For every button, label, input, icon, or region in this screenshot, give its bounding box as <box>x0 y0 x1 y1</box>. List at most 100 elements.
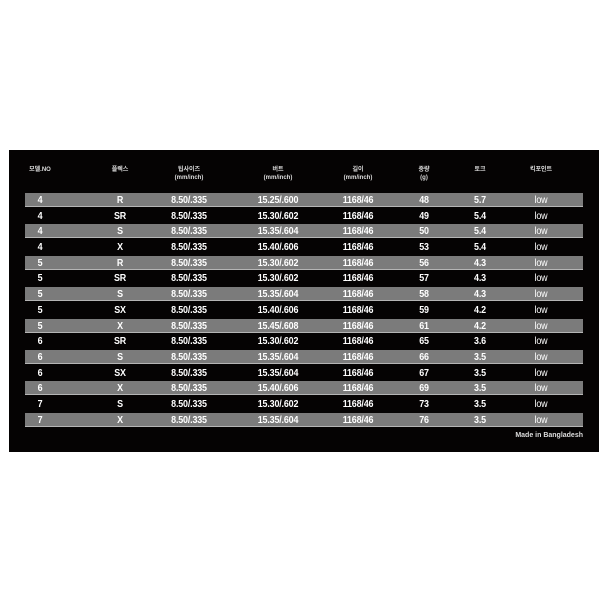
table-cell: 61 <box>419 319 429 332</box>
table-cell: 6 <box>37 335 43 348</box>
table-cell: 7 <box>37 397 43 410</box>
table-cell: 8.50/.335 <box>171 209 207 222</box>
table-row: 4 X 8.50/.335 15.40/.606 1168/46 53 5.4 low <box>25 240 583 254</box>
table-cell: low <box>534 397 548 410</box>
table-cell: 15.45/.608 <box>257 319 299 332</box>
table-cell: 4.3 <box>474 288 486 301</box>
spec-table-panel: 모델.NO 플렉스 팁사이즈 (mm/inch) 버트 (mm/inch) 길이 (mm… <box>9 150 599 452</box>
table-cell: 4 <box>37 241 43 254</box>
table-cell: low <box>534 194 548 206</box>
table-cell: 8.50/.335 <box>171 288 207 301</box>
table-cell: SR <box>113 272 127 285</box>
column-header: 모델.NO <box>29 167 51 173</box>
table-cell: 69 <box>419 382 429 395</box>
table-row: 5 S 8.50/.335 15.35/.604 1168/46 58 4.3 low <box>25 287 583 302</box>
table-cell: 1168/46 <box>342 350 374 363</box>
table-cell: X <box>117 241 123 254</box>
table-row: 6 SR 8.50/.335 15.30/.602 1168/46 65 3.6 low <box>25 334 583 348</box>
table-cell: 8.50/.335 <box>171 319 207 332</box>
table-cell: 8.50/.335 <box>171 194 207 206</box>
table-cell: 5.4 <box>474 241 486 254</box>
table-cell: 5 <box>37 256 43 269</box>
table-cell: 15.30/.602 <box>257 256 299 269</box>
column-header: 팁사이즈 (mm/inch) <box>174 167 204 181</box>
table-cell: 5 <box>37 319 43 332</box>
column-header: 버트 (mm/inch) <box>263 167 293 181</box>
table-cell: 53 <box>419 241 429 254</box>
table-cell: 4.2 <box>474 303 486 316</box>
table-cell: low <box>534 303 548 316</box>
table-cell: 15.35/.604 <box>257 288 299 301</box>
table-cell: 8.50/.335 <box>171 350 207 363</box>
table-cell: 8.50/.335 <box>171 225 207 238</box>
table-cell: 15.35/.604 <box>257 366 299 379</box>
table-row: 4 R 8.50/.335 15.25/.600 1168/46 48 5.7 low <box>25 193 583 207</box>
table-cell: X <box>117 319 123 332</box>
table-cell: low <box>534 382 548 395</box>
table-cell: SX <box>114 303 126 316</box>
table-cell: 3.5 <box>474 413 486 426</box>
table-cell: 15.35/.604 <box>257 225 299 238</box>
table-cell: low <box>534 272 548 285</box>
table-cell: 1168/46 <box>342 335 374 348</box>
table-row: 5 X 8.50/.335 15.45/.608 1168/46 61 4.2 low <box>25 318 583 333</box>
table-row: 7 S 8.50/.335 15.30/.602 1168/46 73 3.5 low <box>25 397 583 411</box>
table-cell: low <box>534 366 548 379</box>
table-cell: SX <box>114 366 126 379</box>
table-row: 5 SR 8.50/.335 15.30/.602 1168/46 57 4.3 low <box>25 271 583 285</box>
table-cell: low <box>534 241 548 254</box>
table-row: 7 X 8.50/.335 15.35/.604 1168/46 76 3.5 low <box>25 412 583 427</box>
table-cell: 76 <box>419 413 429 426</box>
table-cell: 4.3 <box>474 272 486 285</box>
table-cell: low <box>534 288 548 301</box>
table-cell: 1168/46 <box>342 209 374 222</box>
table-cell: SR <box>113 335 127 348</box>
table-cell: 4 <box>37 209 43 222</box>
table-cell: 5 <box>37 272 43 285</box>
table-cell: 4.2 <box>474 319 486 332</box>
table-row: 4 S 8.50/.335 15.35/.604 1168/46 50 5.4 low <box>25 224 583 239</box>
table-cell: S <box>117 397 123 410</box>
table-cell: S <box>117 288 123 301</box>
table-cell: 8.50/.335 <box>171 272 207 285</box>
table-cell: 59 <box>419 303 429 316</box>
table-cell: 48 <box>419 194 429 206</box>
table-row: 4 SR 8.50/.335 15.30/.602 1168/46 49 5.4 low <box>25 209 583 223</box>
table-cell: 49 <box>419 209 429 222</box>
table-cell: 5.7 <box>474 194 486 206</box>
table-cell: 1168/46 <box>342 194 374 206</box>
table-cell: 15.30/.602 <box>257 335 299 348</box>
table-row: 6 SX 8.50/.335 15.35/.604 1168/46 67 3.5 low <box>25 366 583 380</box>
column-header: 길이 (mm/inch) <box>343 167 373 181</box>
table-cell: R <box>116 194 124 206</box>
table-cell: 8.50/.335 <box>171 397 207 410</box>
table-cell: 8.50/.335 <box>171 413 207 426</box>
table-cell: S <box>117 350 123 363</box>
table-cell: 1168/46 <box>342 382 374 395</box>
table-cell: 4 <box>37 225 43 238</box>
table-cell: 1168/46 <box>342 225 374 238</box>
table-cell: 6 <box>37 382 43 395</box>
table-row: 5 SX 8.50/.335 15.40/.606 1168/46 59 4.2 low <box>25 303 583 317</box>
column-header: 중량 (g) <box>418 167 430 181</box>
table-cell: 4 <box>37 194 43 206</box>
table-cell: low <box>534 319 548 332</box>
table-cell: 15.30/.602 <box>257 209 299 222</box>
table-cell: 5 <box>37 303 43 316</box>
table-cell: 1168/46 <box>342 319 374 332</box>
table-cell: 8.50/.335 <box>171 366 207 379</box>
table-cell: 5.4 <box>474 225 486 238</box>
table-cell: 6 <box>37 350 43 363</box>
table-cell: 8.50/.335 <box>171 256 207 269</box>
table-cell: 3.5 <box>474 382 486 395</box>
table-cell: 3.6 <box>474 335 486 348</box>
table-cell: 15.35/.604 <box>257 350 299 363</box>
table-cell: 56 <box>419 256 429 269</box>
table-cell: SR <box>113 209 127 222</box>
table-cell: 15.30/.602 <box>257 397 299 410</box>
table-cell: 1168/46 <box>342 303 374 316</box>
table-cell: 1168/46 <box>342 272 374 285</box>
table-cell: S <box>117 225 123 238</box>
table-header: 모델.NO 플렉스 팁사이즈 (mm/inch) 버트 (mm/inch) 길이 (mm… <box>25 166 583 188</box>
table-cell: 67 <box>419 366 429 379</box>
